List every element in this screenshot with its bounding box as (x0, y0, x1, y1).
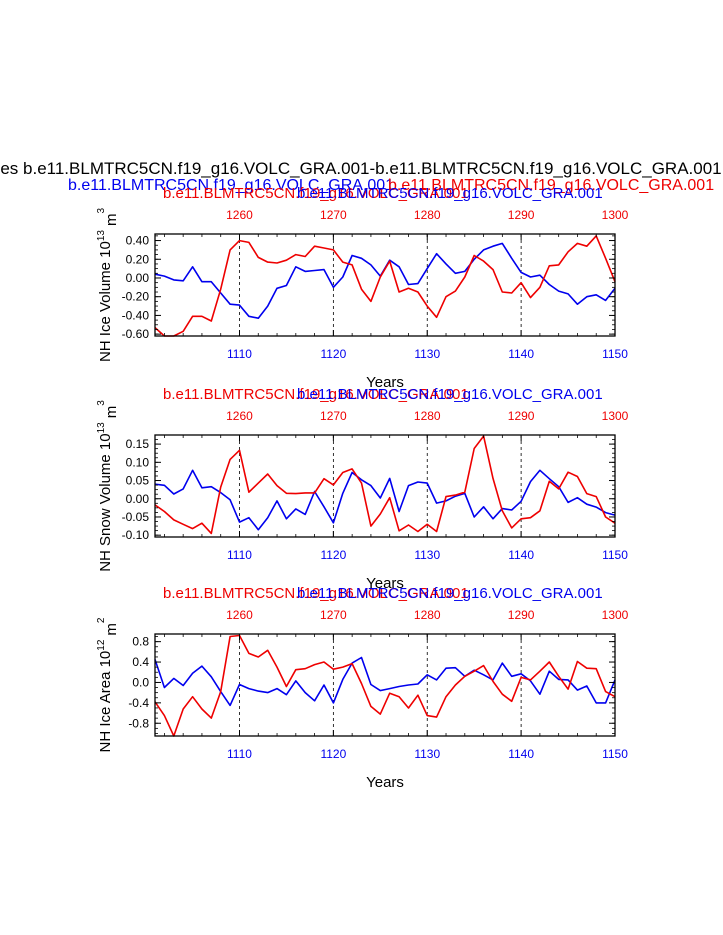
x-tick-label: 1120 (320, 548, 346, 562)
y-axis-title-ylabel: NH Ice Volume 10 (97, 241, 114, 362)
x-axis-title: Years (366, 575, 404, 592)
plot-frame (154, 233, 616, 337)
panel-title-red: b.e11.BLMTRC5CN.f19_g16.VOLC_GRA.001 (163, 386, 469, 403)
x-top-tick-label: 1260 (226, 208, 253, 222)
panel-1: b.e11.BLMTRC5CN.f19_g16.VOLC_GRA.001b.e1… (96, 185, 629, 391)
x-tick-label: 1110 (227, 347, 252, 361)
panel-title-red: b.e11.BLMTRC5CN.f19_g16.VOLC_GRA.001 (163, 185, 469, 202)
x-top-tick-label: 1290 (508, 208, 535, 222)
x-top-tick-label: 1290 (508, 608, 535, 622)
y-tick-label: 0.15 (126, 437, 150, 451)
y-axis-title-ylabel-sup: 13 (96, 422, 107, 434)
y-tick-label: 0.40 (126, 234, 150, 248)
x-tick-label: 1120 (320, 347, 346, 361)
x-tick-label: 1140 (508, 548, 534, 562)
series-line-red (154, 435, 616, 535)
x-tick-label: 1140 (508, 347, 534, 361)
y-tick-label: -0.4 (128, 696, 149, 710)
plot-frame (154, 434, 616, 538)
series-line-blue (154, 656, 616, 707)
main-title: es b.e11.BLMTRC5CN.f19_g16.VOLC_GRA.001-… (0, 159, 721, 178)
y-axis-title-ylabel-sup: 12 (96, 639, 107, 651)
y-axis-title: NH Ice Area 1012 m2 (96, 617, 120, 752)
y-tick-label: -0.20 (122, 290, 150, 304)
x-top-tick-label: 1260 (226, 608, 253, 622)
y-axis-title-ylabel: NH Snow Volume 10 (97, 433, 114, 571)
y-tick-label: 0.00 (126, 271, 150, 285)
series-line-red (154, 634, 616, 737)
panels-group: b.e11.BLMTRC5CN.f19_g16.VOLC_GRA.001b.e1… (96, 185, 629, 791)
y-axis-title-ylabel-unit-sup: 3 (96, 400, 107, 406)
y-axis-title-ylabel-unit-sup: 3 (96, 208, 107, 214)
y-axis-title-ylabel-unit: m (103, 214, 120, 227)
x-top-tick-label: 1300 (602, 608, 629, 622)
x-top-tick-label: 1270 (320, 608, 347, 622)
y-axis-title: NH Snow Volume 1013 m3 (96, 400, 120, 572)
x-top-tick-label: 1280 (414, 208, 441, 222)
x-tick-label: 1110 (227, 747, 252, 761)
plot-frame (154, 633, 616, 737)
x-tick-label: 1130 (414, 548, 440, 562)
y-tick-label: -0.40 (122, 308, 150, 322)
x-tick-label: 1150 (602, 548, 628, 562)
x-tick-label: 1130 (414, 747, 440, 761)
x-axis-title: Years (366, 774, 404, 791)
panel-3: b.e11.BLMTRC5CN.f19_g16.VOLC_GRA.001b.e1… (96, 585, 629, 791)
x-tick-label: 1150 (602, 747, 628, 761)
x-top-tick-label: 1280 (414, 409, 441, 423)
panel-title-blue: b.e11.BLMTRC5CN.f19_g16.VOLC_GRA.001 (297, 386, 603, 403)
x-top-tick-label: 1270 (320, 208, 347, 222)
y-tick-label: -0.10 (122, 528, 150, 542)
y-axis-title-ylabel-unit: m (103, 623, 120, 636)
x-tick-label: 1120 (320, 747, 346, 761)
y-tick-label: 0.4 (132, 655, 149, 669)
y-tick-label: 0.0 (132, 675, 149, 689)
y-axis-title-ylabel-unit: m (103, 406, 120, 419)
series-line-blue (154, 469, 616, 531)
panel-title-blue: b.e11.BLMTRC5CN.f19_g16.VOLC_GRA.001 (297, 585, 603, 602)
left-title: b.e11.BLMTRC5CN.f19_g16.VOLC_GRA.001 (68, 177, 394, 194)
y-axis-title-ylabel: NH Ice Area 10 (97, 651, 114, 753)
x-top-tick-label: 1280 (414, 608, 441, 622)
x-axis-title: Years (366, 374, 404, 391)
panel-2: b.e11.BLMTRC5CN.f19_g16.VOLC_GRA.001b.e1… (96, 386, 629, 592)
y-axis-title-ylabel-unit-sup: 2 (96, 617, 107, 623)
series-line-blue (154, 242, 616, 320)
x-top-tick-label: 1270 (320, 409, 347, 423)
x-tick-label: 1150 (602, 347, 628, 361)
x-tick-label: 1110 (227, 548, 252, 562)
y-axis-title-ylabel-sup: 13 (96, 230, 107, 242)
series-line-red (154, 235, 616, 337)
y-tick-label: 0.10 (126, 455, 150, 469)
x-tick-label: 1140 (508, 747, 534, 761)
panel-title-red: b.e11.BLMTRC5CN.f19_g16.VOLC_GRA.001 (163, 585, 469, 602)
x-tick-label: 1130 (414, 347, 440, 361)
y-axis-title: NH Ice Volume 1013 m3 (96, 208, 120, 363)
y-tick-label: 0.05 (126, 474, 150, 488)
right-title: b.e11.BLMTRC5CN.f19_g16.VOLC_GRA.001 (388, 177, 714, 194)
y-tick-label: -0.60 (122, 327, 150, 341)
y-tick-label: 0.8 (132, 635, 149, 649)
x-top-tick-label: 1300 (602, 208, 629, 222)
y-tick-label: 0.00 (126, 492, 150, 506)
x-top-tick-label: 1260 (226, 409, 253, 423)
panel-title-blue: b.e11.BLMTRC5CN.f19_g16.VOLC_GRA.001 (297, 185, 603, 202)
x-top-tick-label: 1290 (508, 409, 535, 423)
x-top-tick-label: 1300 (602, 409, 629, 423)
y-tick-label: 0.20 (126, 252, 150, 266)
y-tick-label: -0.05 (122, 510, 150, 524)
y-tick-label: -0.8 (128, 716, 149, 730)
